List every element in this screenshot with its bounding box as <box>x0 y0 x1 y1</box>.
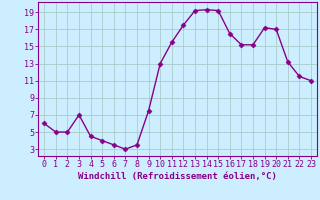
X-axis label: Windchill (Refroidissement éolien,°C): Windchill (Refroidissement éolien,°C) <box>78 172 277 181</box>
